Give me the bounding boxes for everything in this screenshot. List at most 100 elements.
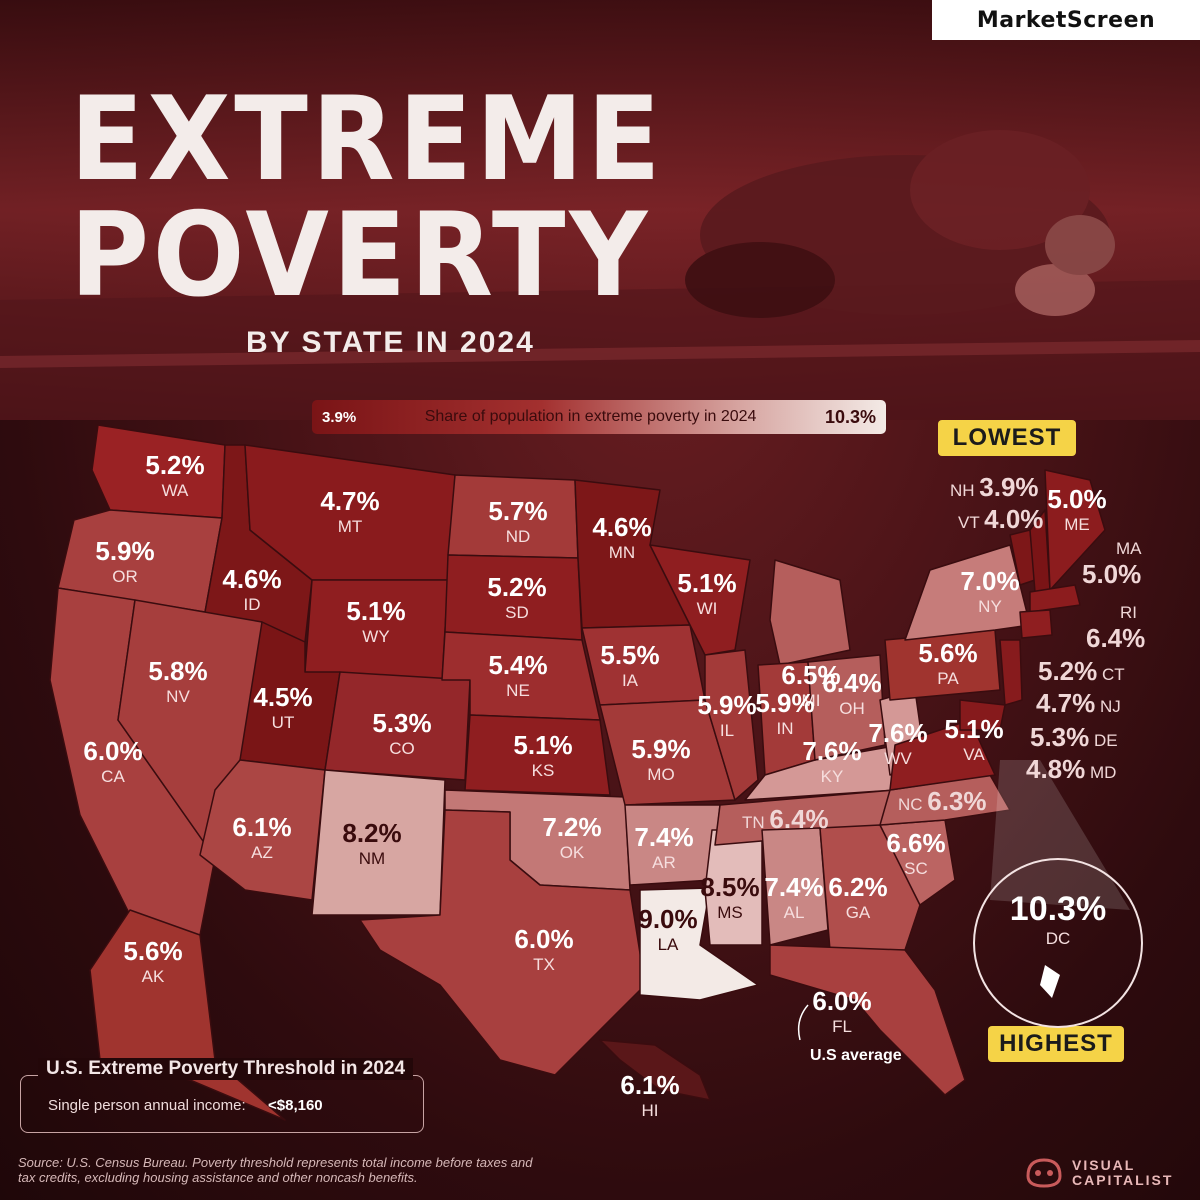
state-value-ct: 5.2% xyxy=(1038,656,1098,686)
state-abbr-or: OR xyxy=(112,567,138,586)
state-label-wy: 5.1% WY xyxy=(346,598,405,645)
state-abbr-ri: RI xyxy=(1120,603,1137,622)
state-value-ms: 8.5% xyxy=(700,872,760,902)
state-value-ok: 7.2% xyxy=(542,812,602,842)
state-label-ms: 8.5% MS xyxy=(700,874,759,921)
lowest-badge: LOWEST xyxy=(938,420,1076,456)
state-value-nj: 4.7% xyxy=(1036,688,1096,718)
state-label-nv: 5.8% NV xyxy=(148,658,207,705)
state-label-wi: 5.1% WI xyxy=(677,570,736,617)
state-label-nd: 5.7% ND xyxy=(488,498,547,545)
state-label-mt: 4.7% MT xyxy=(320,488,379,535)
state-abbr-il: IL xyxy=(719,721,735,740)
state-value-md: 4.8% xyxy=(1026,754,1086,784)
state-label-or: 5.9% OR xyxy=(95,538,154,585)
state-value-ma: 5.0% xyxy=(1082,559,1142,589)
state-label-ma: MA 5.0% xyxy=(1082,540,1142,587)
state-abbr-ut: UT xyxy=(271,713,295,732)
state-abbr-mt: MT xyxy=(337,517,363,536)
state-abbr-mn: MN xyxy=(608,543,636,562)
state-md xyxy=(959,699,1006,731)
state-ks xyxy=(464,714,611,796)
state-ma xyxy=(1029,584,1081,613)
publisher-line-2: CAPITALIST xyxy=(1072,1172,1174,1188)
state-abbr-ma: MA xyxy=(1116,539,1142,558)
state-label-ky: 7.6% KY xyxy=(802,738,861,785)
state-label-nm: 8.2% NM xyxy=(342,820,401,867)
state-value-in: 5.9% xyxy=(755,688,815,718)
state-ct xyxy=(1019,609,1053,639)
state-value-nm: 8.2% xyxy=(342,818,402,848)
state-value-ak: 5.6% xyxy=(123,936,183,966)
state-label-oh: 6.4% OH xyxy=(822,670,881,717)
state-abbr-wa: WA xyxy=(161,481,189,500)
state-value-ny: 7.0% xyxy=(960,566,1020,596)
state-abbr-co: CO xyxy=(389,739,415,758)
state-abbr-ms: MS xyxy=(717,903,743,922)
state-value-nv: 5.8% xyxy=(148,656,208,686)
state-label-mn: 4.6% MN xyxy=(592,514,651,561)
legend-scale: 3.9% Share of population in extreme pove… xyxy=(312,400,886,434)
state-value-ga: 6.2% xyxy=(828,872,888,902)
state-abbr-sc: SC xyxy=(904,859,928,878)
state-label-ks: 5.1% KS xyxy=(513,732,572,779)
state-value-sc: 6.6% xyxy=(886,828,946,858)
state-value-ks: 5.1% xyxy=(513,730,573,760)
state-label-md: 4.8% MD xyxy=(1026,756,1116,782)
publisher-logo: VISUAL CAPITALIST xyxy=(1024,1156,1173,1190)
state-abbr-az: AZ xyxy=(251,843,273,862)
state-value-wa: 5.2% xyxy=(145,450,205,480)
state-abbr-fl: FL xyxy=(832,1017,852,1036)
state-value-dc: 10.3% xyxy=(1009,890,1107,928)
state-value-la: 9.0% xyxy=(638,904,698,934)
state-label-az: 6.1% AZ xyxy=(232,814,291,861)
state-mi xyxy=(769,559,851,666)
state-label-ny: 7.0% NY xyxy=(960,568,1019,615)
state-label-ne: 5.4% NE xyxy=(488,652,547,699)
state-abbr-ia: IA xyxy=(621,671,639,690)
state-label-sd: 5.2% SD xyxy=(487,574,546,621)
state-value-mo: 5.9% xyxy=(631,734,691,764)
threshold-value: <$8,160 xyxy=(268,1097,323,1114)
state-value-mt: 4.7% xyxy=(320,486,380,516)
state-abbr-nc: NC xyxy=(898,795,928,814)
state-label-ri: RI 6.4% xyxy=(1086,604,1145,651)
threshold-text: Single person annual income: xyxy=(48,1097,246,1114)
state-label-sc: 6.6% SC xyxy=(886,830,945,877)
state-value-nd: 5.7% xyxy=(488,496,548,526)
state-abbr-wi: WI xyxy=(696,599,718,618)
state-abbr-pa: PA xyxy=(937,669,959,688)
state-abbr-ar: AR xyxy=(652,853,676,872)
state-abbr-dc: DC xyxy=(1045,929,1071,948)
state-label-tx: 6.0% TX xyxy=(514,926,573,973)
state-abbr-md: MD xyxy=(1085,763,1117,782)
state-fl xyxy=(769,944,966,1096)
state-abbr-mo: MO xyxy=(647,765,675,784)
state-abbr-in: IN xyxy=(776,719,794,738)
state-label-co: 5.3% CO xyxy=(372,710,431,757)
state-value-ne: 5.4% xyxy=(488,650,548,680)
state-abbr-tx: TX xyxy=(533,955,555,974)
state-value-mn: 4.6% xyxy=(592,512,652,542)
state-value-id: 4.6% xyxy=(222,564,282,594)
state-value-nc: 6.3% xyxy=(927,786,987,816)
state-abbr-al: AL xyxy=(783,903,805,922)
state-abbr-vt: VT xyxy=(958,513,985,532)
state-abbr-de: DE xyxy=(1089,731,1118,750)
state-abbr-nd: ND xyxy=(505,527,531,546)
state-value-pa: 5.6% xyxy=(918,638,978,668)
state-abbr-sd: SD xyxy=(505,603,529,622)
legend-title: Share of population in extreme poverty i… xyxy=(424,408,757,425)
state-label-mo: 5.9% MO xyxy=(631,736,690,783)
state-value-co: 5.3% xyxy=(372,708,432,738)
us-average-label: U.S average xyxy=(810,1047,902,1064)
title-line-2: POVERTY xyxy=(70,188,652,323)
state-label-id: 4.6% ID xyxy=(222,566,281,613)
state-oh xyxy=(807,654,886,761)
state-value-wv: 7.6% xyxy=(868,718,928,748)
state-value-nh: 3.9% xyxy=(979,472,1039,502)
state-label-ok: 7.2% OK xyxy=(542,814,601,861)
state-abbr-ny: NY xyxy=(978,597,1002,616)
state-label-ga: 6.2% GA xyxy=(828,874,887,921)
